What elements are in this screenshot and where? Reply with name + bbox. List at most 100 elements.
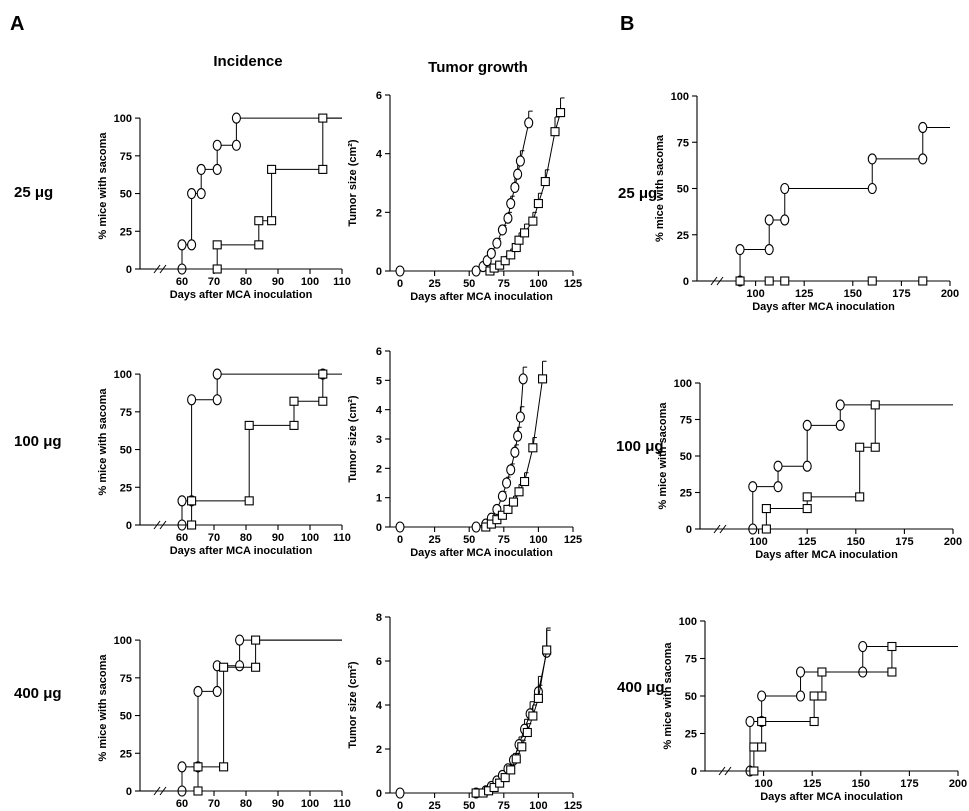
x-tick-label: 50 (463, 278, 475, 290)
y-tick-label: 50 (685, 691, 697, 703)
data-point-square (555, 108, 566, 118)
y-axis-label: % mice with sacoma (97, 388, 109, 496)
data-point-square (918, 276, 928, 286)
x-tick-label: 25 (428, 800, 440, 811)
data-point-square (533, 198, 543, 209)
x-axis-label: Days after MCA inoculation (410, 291, 553, 303)
y-tick-label: 0 (126, 786, 132, 798)
data-point-square (540, 176, 550, 187)
data-point-circle (177, 239, 187, 251)
x-axis-label: Days after MCA inoculation (170, 289, 313, 301)
y-tick-label: 100 (114, 635, 132, 647)
x-tick-label: 200 (944, 536, 962, 548)
data-point-circle (212, 368, 222, 380)
x-tick-label: 25 (428, 278, 440, 290)
x-tick-label: 60 (176, 532, 188, 544)
data-point-circle (802, 460, 812, 472)
data-point-circle (510, 181, 520, 193)
y-tick-label: 0 (376, 266, 382, 278)
plot-b-inc-100: 0 25 50 75 100 100 125 150 175 200 Days after MCA … (657, 378, 962, 561)
data-point-square (528, 443, 538, 453)
y-tick-label: 2 (376, 744, 382, 756)
series-square (150, 369, 328, 530)
data-point-square (780, 276, 790, 286)
y-tick-label: 8 (376, 612, 382, 624)
x-tick-label: 90 (272, 532, 284, 544)
x-axis-label: Days after MCA inoculation (760, 791, 903, 803)
y-tick-label: 0 (376, 522, 382, 534)
data-point-circle (867, 153, 877, 165)
data-point-circle (918, 121, 928, 133)
data-point-square (802, 492, 812, 502)
y-tick-label: 25 (685, 729, 697, 741)
series-line-square (710, 404, 876, 530)
data-point-square (761, 524, 771, 534)
series-circle (710, 399, 953, 535)
x-tick-label: 150 (847, 536, 865, 548)
data-point-square (318, 113, 328, 123)
x-tick-label: 125 (803, 778, 821, 790)
data-point-circle (492, 237, 502, 249)
y-tick-label: 6 (376, 90, 382, 102)
series-circle (150, 112, 342, 275)
x-tick-label: 75 (498, 800, 510, 811)
x-axis-label: Days after MCA inoculation (755, 549, 898, 561)
x-tick-label: 0 (397, 534, 403, 546)
data-point-square (289, 420, 299, 430)
y-tick-label: 25 (680, 488, 692, 500)
y-tick-label: 50 (120, 711, 132, 723)
data-point-square (212, 264, 222, 274)
data-point-square (855, 492, 865, 502)
data-point-circle (515, 155, 525, 167)
plot-a-inc-25: 0 25 50 75 100 60 70 80 90 100 110 Days after MCA i… (97, 112, 351, 301)
data-point-circle (235, 634, 245, 646)
y-tick-label: 50 (120, 189, 132, 201)
column-title-incidence: Incidence (213, 53, 282, 70)
data-point-square (887, 667, 897, 677)
x-tick-label: 125 (564, 800, 582, 811)
y-tick-label: 25 (120, 482, 132, 494)
series-circle (715, 640, 958, 777)
data-point-square (522, 727, 532, 738)
data-point-circle (835, 419, 845, 431)
series-line-circle (150, 639, 342, 792)
data-point-square (251, 635, 261, 645)
data-point-square (817, 691, 827, 701)
x-tick-label: 150 (852, 778, 870, 790)
data-point-square (735, 276, 745, 286)
data-point-square (500, 773, 510, 783)
x-tick-label: 100 (746, 288, 764, 300)
data-point-square (542, 645, 552, 655)
data-point-square (802, 504, 812, 514)
data-point-square (219, 662, 229, 672)
panel-letter-a: A (10, 13, 24, 35)
x-axis-label: Days after MCA inoculation (170, 545, 313, 557)
y-axis-label: % mice with sacoma (662, 642, 674, 750)
x-tick-label: 175 (895, 536, 913, 548)
y-tick-label: 0 (126, 520, 132, 532)
x-tick-label: 200 (949, 778, 967, 790)
series-line-square (489, 112, 562, 272)
y-tick-label: 75 (685, 654, 697, 666)
y-tick-label: 50 (680, 451, 692, 463)
x-tick-label: 0 (397, 278, 403, 290)
data-point-square (757, 742, 767, 752)
data-point-square (503, 504, 513, 514)
data-point-circle (748, 481, 758, 493)
data-point-circle (235, 660, 245, 672)
x-tick-label: 150 (844, 288, 862, 300)
y-tick-label: 0 (126, 264, 132, 276)
y-axis-label: % mice with sacoma (97, 132, 109, 240)
y-tick-label: 2 (376, 463, 382, 475)
data-point-square (318, 164, 328, 174)
row-label-25: 25 μg (14, 184, 53, 201)
series-circle (150, 634, 342, 797)
plot-a-inc-100: 0 25 50 75 100 60 70 80 90 100 110 Days after MCA i… (97, 368, 351, 557)
y-tick-label: 50 (120, 445, 132, 457)
data-point-square (251, 662, 261, 672)
y-tick-label: 0 (691, 766, 697, 778)
series-circle (395, 629, 552, 799)
x-tick-label: 100 (301, 532, 319, 544)
data-point-square (187, 496, 197, 506)
